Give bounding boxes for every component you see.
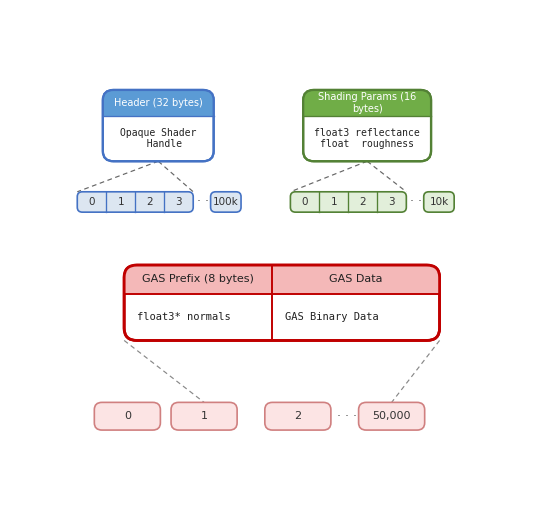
Text: GAS Binary Data: GAS Binary Data [285, 312, 379, 322]
FancyBboxPatch shape [103, 90, 213, 161]
Text: 2: 2 [294, 411, 301, 421]
Text: 100k: 100k [213, 197, 239, 207]
Text: · · ·: · · · [337, 410, 358, 423]
Text: · ·: · · [410, 196, 422, 208]
Bar [103, 103, 213, 116]
FancyBboxPatch shape [359, 403, 425, 430]
Text: float3* normals: float3* normals [137, 312, 230, 322]
FancyBboxPatch shape [124, 265, 439, 341]
FancyBboxPatch shape [265, 403, 331, 430]
Text: 10k: 10k [430, 197, 449, 207]
Text: float3 reflectance
float  roughness: float3 reflectance float roughness [314, 127, 420, 149]
Text: GAS Data: GAS Data [329, 275, 383, 285]
Bar [124, 279, 439, 294]
FancyBboxPatch shape [303, 90, 431, 161]
Text: 3: 3 [175, 197, 182, 207]
FancyBboxPatch shape [424, 192, 454, 212]
Text: 1: 1 [201, 411, 207, 421]
Text: 2: 2 [360, 197, 366, 207]
Text: GAS Prefix (8 bytes): GAS Prefix (8 bytes) [142, 275, 254, 285]
Text: 2: 2 [146, 197, 153, 207]
Text: 0: 0 [89, 197, 95, 207]
FancyBboxPatch shape [211, 192, 241, 212]
FancyBboxPatch shape [290, 192, 406, 212]
Text: 1: 1 [331, 197, 337, 207]
Text: 0: 0 [124, 411, 131, 421]
FancyBboxPatch shape [171, 403, 237, 430]
Text: 1: 1 [118, 197, 124, 207]
Text: Opaque Shader
  Handle: Opaque Shader Handle [120, 127, 196, 149]
FancyBboxPatch shape [77, 192, 193, 212]
Text: Shading Params (16
bytes): Shading Params (16 bytes) [318, 92, 416, 114]
Text: 50,000: 50,000 [372, 411, 411, 421]
Text: Header (32 bytes): Header (32 bytes) [114, 98, 202, 108]
FancyBboxPatch shape [303, 90, 431, 116]
Text: 3: 3 [388, 197, 395, 207]
FancyBboxPatch shape [124, 265, 439, 294]
Text: · ·: · · [197, 196, 208, 208]
Text: 0: 0 [301, 197, 308, 207]
Bar [303, 103, 431, 116]
FancyBboxPatch shape [95, 403, 161, 430]
FancyBboxPatch shape [103, 90, 213, 116]
